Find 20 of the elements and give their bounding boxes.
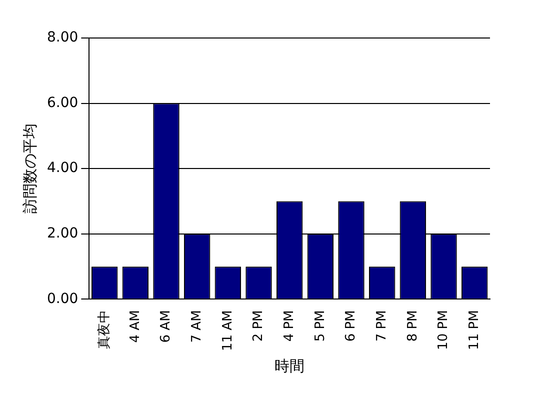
x-tick-label: 7 AM xyxy=(189,310,204,343)
x-tick-label: 7 PM xyxy=(374,310,390,342)
x-tick-label: 6 AM xyxy=(158,310,174,343)
y-tick-label: 8.00 xyxy=(47,30,78,46)
y-tick-label: 4.00 xyxy=(47,160,78,176)
x-tick-label: 5 PM xyxy=(312,310,328,342)
x-tick-label: 11 PM xyxy=(466,310,482,350)
y-tick-label: 2.00 xyxy=(47,226,78,242)
y-axis-title: 訪問数の平均 xyxy=(20,124,39,214)
x-tick-label: 真夜中 xyxy=(96,310,112,350)
y-tick-label: 0.00 xyxy=(47,290,78,307)
x-tick-label: 8 PM xyxy=(405,310,420,342)
x-tick-label: 4 AM xyxy=(128,310,143,343)
x-tick-label: 11 AM xyxy=(220,310,236,352)
x-tick-label: 10 PM xyxy=(436,310,452,350)
x-tick-label: 6 PM xyxy=(344,310,359,342)
x-tick-label: 2 PM xyxy=(251,310,266,342)
x-tick-label: 4 PM xyxy=(282,310,297,342)
y-tick-label: 6.00 xyxy=(47,94,78,111)
x-axis-title: 時間 xyxy=(274,356,305,375)
